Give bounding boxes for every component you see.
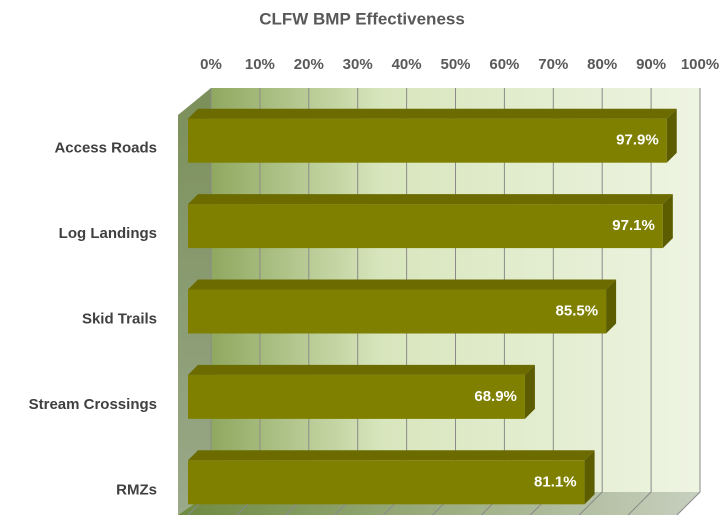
- bar: [188, 289, 607, 334]
- y-tick-label: Log Landings: [59, 225, 157, 242]
- data-label: 97.1%: [612, 217, 655, 234]
- x-tick-label: 90%: [636, 56, 666, 73]
- x-tick-label: 80%: [587, 56, 617, 73]
- y-tick-label: Skid Trails: [82, 310, 157, 327]
- bar-side: [524, 364, 535, 419]
- x-tick-label: 100%: [681, 56, 719, 73]
- bar: [188, 118, 667, 163]
- x-tick-label: 60%: [489, 56, 519, 73]
- bar-side: [666, 108, 677, 163]
- x-tick-label: 0%: [200, 56, 222, 73]
- bar-top: [188, 108, 677, 119]
- data-label: 68.9%: [474, 388, 517, 405]
- chart-title: CLFW BMP Effectiveness: [259, 9, 465, 28]
- x-tick-label: 30%: [343, 56, 373, 73]
- data-label: 81.1%: [534, 473, 577, 490]
- bar-side: [662, 194, 673, 249]
- x-tick-label: 20%: [294, 56, 324, 73]
- x-tick-label: 10%: [245, 56, 275, 73]
- x-tick-label: 40%: [392, 56, 422, 73]
- data-label: 97.9%: [616, 132, 659, 149]
- x-tick-label: 70%: [538, 56, 568, 73]
- y-tick-label: Stream Crossings: [29, 396, 157, 413]
- bar-top: [188, 194, 673, 205]
- grid-line: [676, 88, 701, 515]
- bar-side: [584, 450, 595, 505]
- bar: [188, 460, 585, 505]
- data-label: 85.5%: [556, 302, 599, 319]
- bar-top: [188, 450, 595, 461]
- bar: [188, 204, 663, 249]
- bar: [188, 374, 525, 419]
- bar-top: [188, 364, 535, 375]
- bar-top: [188, 279, 617, 290]
- y-tick-label: Access Roads: [54, 140, 157, 157]
- y-tick-label: RMZs: [116, 481, 157, 498]
- x-tick-label: 50%: [440, 56, 470, 73]
- bar-side: [606, 279, 617, 334]
